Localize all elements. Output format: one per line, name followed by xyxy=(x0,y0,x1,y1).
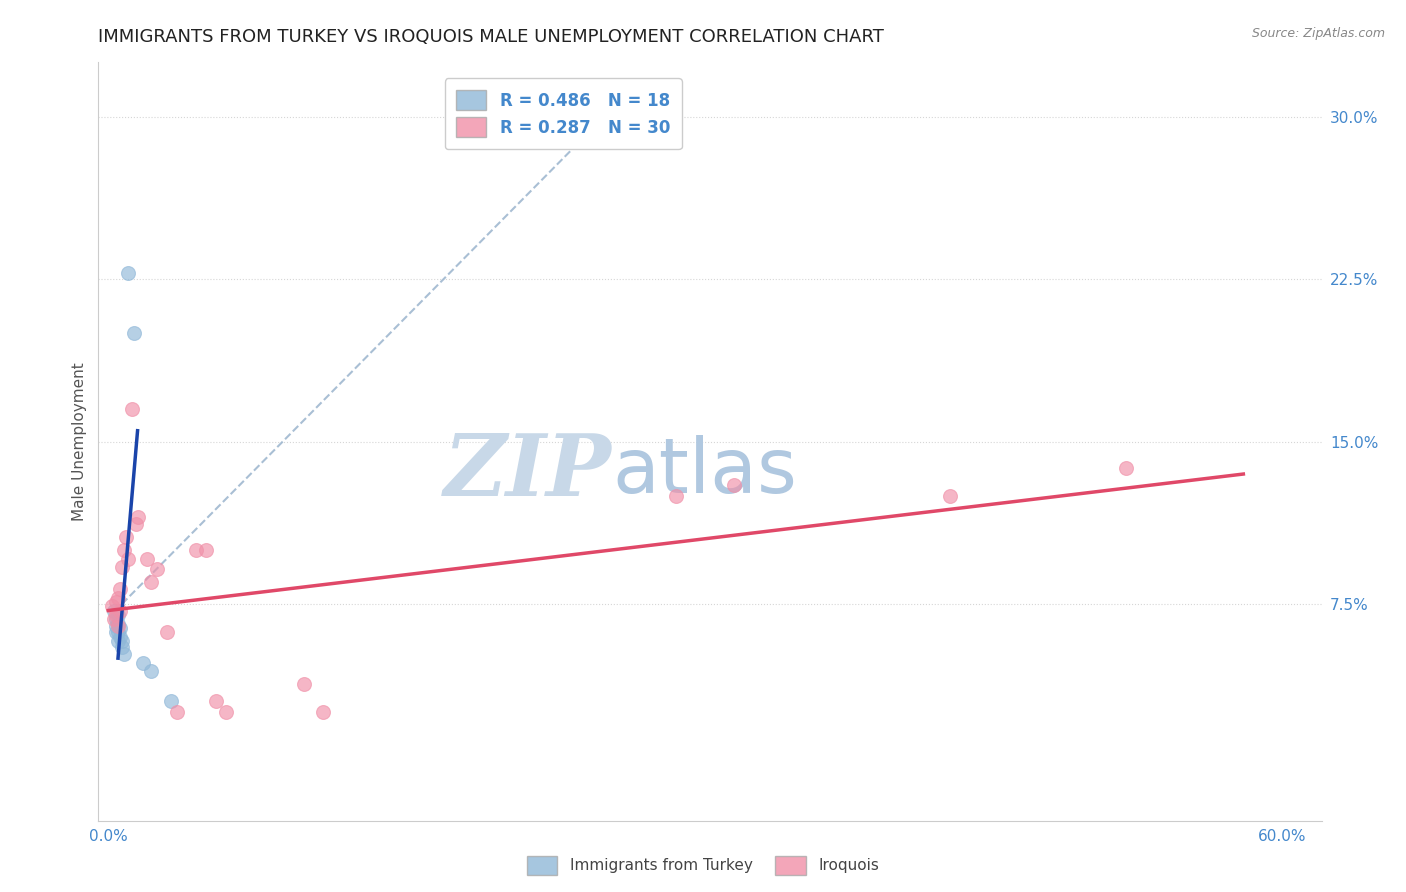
Point xyxy=(107,625,129,640)
Point xyxy=(111,633,134,648)
Point xyxy=(108,630,131,644)
Legend: Immigrants from Turkey, Iroquois: Immigrants from Turkey, Iroquois xyxy=(519,848,887,882)
Point xyxy=(105,625,128,640)
Point xyxy=(105,612,128,626)
Point xyxy=(105,607,128,622)
Point xyxy=(107,591,129,605)
Point xyxy=(1115,460,1137,475)
Point xyxy=(112,647,135,661)
Point xyxy=(205,694,228,708)
Point xyxy=(117,551,139,566)
Point xyxy=(108,582,131,596)
Point xyxy=(141,575,163,590)
Point xyxy=(132,656,155,670)
Point xyxy=(107,607,129,622)
Text: IMMIGRANTS FROM TURKEY VS IROQUOIS MALE UNEMPLOYMENT CORRELATION CHART: IMMIGRANTS FROM TURKEY VS IROQUOIS MALE … xyxy=(98,28,884,45)
Y-axis label: Male Unemployment: Male Unemployment xyxy=(72,362,87,521)
Point xyxy=(107,633,129,648)
Point xyxy=(939,489,962,503)
Point xyxy=(292,677,315,691)
Point xyxy=(312,706,335,720)
Point xyxy=(186,542,208,557)
Point xyxy=(107,616,129,631)
Point xyxy=(108,621,131,635)
Point xyxy=(723,478,745,492)
Point xyxy=(141,664,163,678)
Point xyxy=(136,551,159,566)
Point xyxy=(195,542,218,557)
Point xyxy=(122,326,145,341)
Point xyxy=(105,618,128,632)
Text: Source: ZipAtlas.com: Source: ZipAtlas.com xyxy=(1251,27,1385,40)
Point xyxy=(111,640,134,655)
Point xyxy=(105,595,128,609)
Point xyxy=(103,603,125,617)
Text: atlas: atlas xyxy=(612,435,797,508)
Point xyxy=(160,694,183,708)
Point xyxy=(214,706,236,720)
Point xyxy=(665,489,688,503)
Point xyxy=(114,530,136,544)
Point xyxy=(117,266,139,280)
Point xyxy=(111,560,134,574)
Point xyxy=(107,618,129,632)
Point xyxy=(121,402,143,417)
Point xyxy=(166,706,188,720)
Point xyxy=(108,603,131,617)
Point xyxy=(127,510,149,524)
Point xyxy=(146,562,169,576)
Point xyxy=(156,625,179,640)
Point xyxy=(112,542,135,557)
Legend: R = 0.486   N = 18, R = 0.287   N = 30: R = 0.486 N = 18, R = 0.287 N = 30 xyxy=(444,78,682,149)
Point xyxy=(101,599,124,614)
Point xyxy=(103,612,125,626)
Point xyxy=(124,516,146,531)
Text: ZIP: ZIP xyxy=(444,430,612,514)
